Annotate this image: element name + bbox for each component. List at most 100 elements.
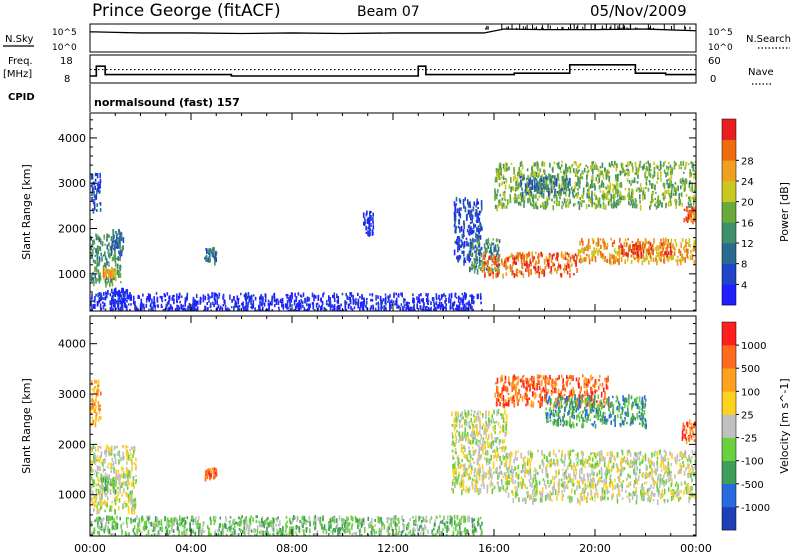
echo-cell xyxy=(491,250,493,255)
echo-cell xyxy=(458,212,460,216)
echo-cell xyxy=(455,293,457,298)
echo-cell xyxy=(123,488,125,493)
echo-cell xyxy=(474,411,476,413)
echo-cell xyxy=(372,299,374,302)
echo-cell xyxy=(551,185,553,190)
echo-cell xyxy=(94,473,96,475)
echo-cell xyxy=(690,188,692,192)
echo-cell xyxy=(153,521,155,526)
echo-cell xyxy=(561,205,563,209)
echo-cell xyxy=(206,302,208,305)
echo-cell xyxy=(412,532,414,536)
echo-cell xyxy=(112,257,114,262)
echo-cell xyxy=(473,523,475,525)
echo-cell xyxy=(533,266,535,270)
echo-cell xyxy=(670,246,672,248)
echo-cell xyxy=(126,461,128,465)
echo-cell xyxy=(537,164,539,169)
echo-cell xyxy=(632,190,634,195)
echo-cell xyxy=(142,305,144,308)
echo-cell xyxy=(653,162,655,166)
echo-cell xyxy=(108,275,110,279)
echo-cell xyxy=(457,256,459,260)
echo-cell xyxy=(542,203,544,206)
echo-cell xyxy=(164,516,166,521)
echo-cell xyxy=(654,198,656,200)
echo-cell xyxy=(540,252,542,257)
echo-cell xyxy=(563,191,565,194)
echo-cell xyxy=(521,187,523,191)
echo-cell xyxy=(389,302,391,308)
echo-cell xyxy=(660,177,662,182)
echo-cell xyxy=(498,177,500,180)
echo-cell xyxy=(549,163,551,168)
echo-cell xyxy=(149,298,151,303)
echo-cell xyxy=(518,258,520,262)
echo-cell xyxy=(315,515,317,519)
echo-cell xyxy=(472,478,474,481)
echo-cell xyxy=(100,247,102,251)
echo-cell xyxy=(599,185,601,190)
echo-cell xyxy=(605,187,607,190)
echo-cell xyxy=(351,515,353,520)
echo-cell xyxy=(472,240,474,243)
echo-cell xyxy=(503,164,505,169)
echo-cell xyxy=(654,188,656,191)
echo-cell xyxy=(693,197,695,201)
echo-cell xyxy=(434,519,436,523)
echo-cell xyxy=(366,232,368,234)
echo-cell xyxy=(212,468,214,472)
echo-cell xyxy=(129,292,131,295)
echo-cell xyxy=(436,293,438,298)
echo-cell xyxy=(676,242,678,247)
echo-cell xyxy=(506,414,508,420)
echo-cell xyxy=(573,203,575,206)
echo-cell xyxy=(679,199,681,204)
cpid-mode-text: normalsound (fast) 157 xyxy=(94,96,240,109)
echo-cell xyxy=(480,224,482,228)
echo-cell xyxy=(594,251,596,253)
echo-cell xyxy=(97,465,99,471)
echo-cell xyxy=(99,202,101,204)
echo-cell xyxy=(134,462,136,465)
echo-cell xyxy=(509,194,511,199)
freq-tick-top: 18 xyxy=(60,56,73,67)
echo-cell xyxy=(666,190,668,194)
echo-cell xyxy=(475,212,477,217)
echo-cell xyxy=(496,195,498,199)
echo-cell xyxy=(493,243,495,246)
echo-cell xyxy=(202,523,204,527)
echo-cell xyxy=(418,298,420,300)
echo-cell xyxy=(100,490,102,492)
echo-cell xyxy=(119,308,121,311)
echo-cell xyxy=(302,305,304,308)
echo-cell xyxy=(611,194,613,200)
echo-cell xyxy=(510,264,512,269)
echo-cell xyxy=(618,190,620,193)
echo-cell xyxy=(655,192,657,194)
echo-cell xyxy=(617,174,619,178)
echo-cell xyxy=(95,179,97,182)
echo-cell xyxy=(657,172,659,177)
echo-cell xyxy=(553,205,555,210)
echo-cell xyxy=(214,475,216,479)
echo-cell xyxy=(96,194,98,200)
echo-cell xyxy=(324,307,326,313)
echo-cell xyxy=(126,468,128,474)
echo-cell xyxy=(100,392,102,396)
echo-cell xyxy=(115,294,117,297)
echo-cell xyxy=(462,417,464,420)
echo-cell xyxy=(112,521,114,525)
echo-cell xyxy=(476,238,478,242)
echo-cell xyxy=(157,534,159,540)
echo-cell xyxy=(523,177,525,180)
echo-cell xyxy=(102,479,104,482)
echo-cell xyxy=(680,242,682,248)
echo-cell xyxy=(129,449,131,452)
echo-cell xyxy=(210,517,212,521)
echo-cell xyxy=(503,263,505,267)
echo-cell xyxy=(260,530,262,535)
echo-cell xyxy=(233,528,235,531)
echo-cell xyxy=(427,295,429,300)
echo-cell xyxy=(497,273,499,278)
